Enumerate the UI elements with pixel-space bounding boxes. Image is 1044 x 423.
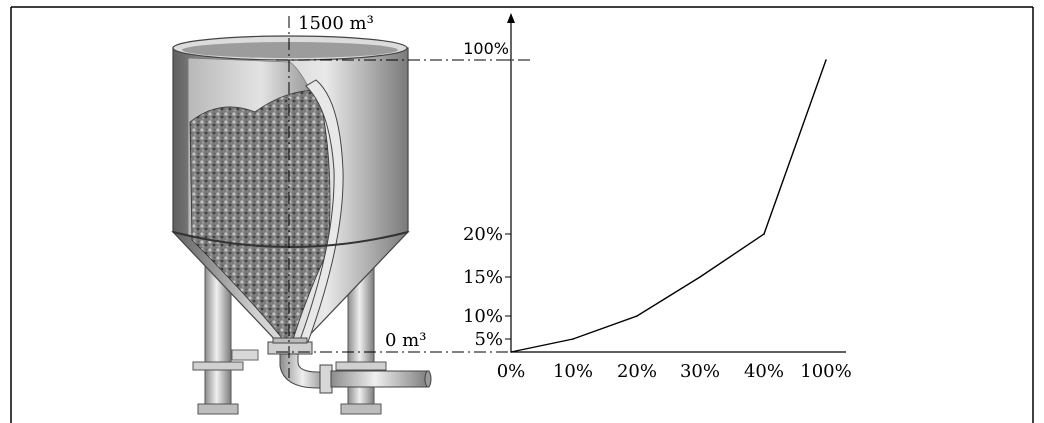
x-tick-label: 100% xyxy=(800,361,851,382)
x-tick-label: 30% xyxy=(680,361,720,382)
curve-point xyxy=(572,338,574,340)
curve-point xyxy=(763,233,765,235)
y-tick-label: 100% xyxy=(463,39,509,58)
silo-illustration xyxy=(171,35,432,415)
y-tick-label: 20% xyxy=(463,224,503,245)
silo-bulk-material xyxy=(189,89,331,344)
x-tick-label: 0% xyxy=(497,361,526,382)
x-tick-label: 40% xyxy=(744,361,784,382)
curve-point xyxy=(510,351,512,353)
y-tick-label: 5% xyxy=(474,329,503,350)
y-axis-arrow xyxy=(507,13,515,23)
x-tick-label: 20% xyxy=(617,361,657,382)
x-tick-label: 10% xyxy=(553,361,593,382)
capacity-label: 1500 m³ xyxy=(298,13,374,34)
y-tick-label: 15% xyxy=(463,267,503,288)
linearization-curve xyxy=(510,59,827,353)
curve-point xyxy=(825,59,827,61)
linearization-chart: 0% 10% 20% 30% 40% 100%5%10%15%20%100% xyxy=(463,13,852,382)
curve-point xyxy=(636,315,638,317)
y-tick-label: 10% xyxy=(463,306,503,327)
silo-outlet-pipe xyxy=(267,337,432,394)
empty-volume-label: 0 m³ xyxy=(385,330,426,351)
curve-point xyxy=(699,276,701,278)
